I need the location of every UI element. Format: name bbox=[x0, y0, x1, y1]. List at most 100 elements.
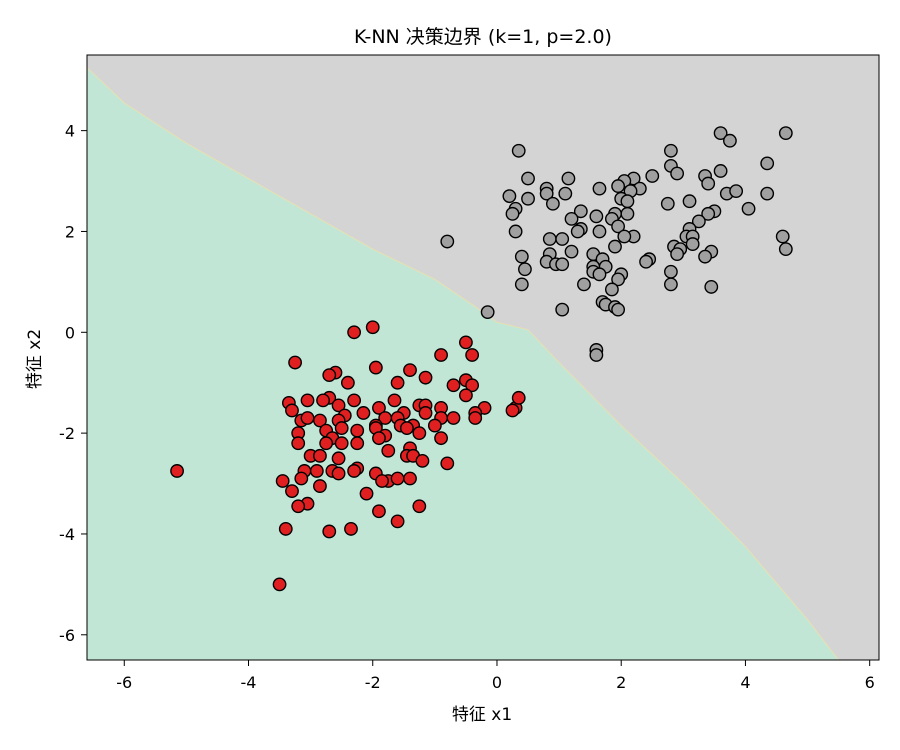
data-point-class-1 bbox=[778, 126, 793, 141]
data-point-class-1 bbox=[664, 277, 678, 292]
data-point-class-1 bbox=[561, 171, 576, 186]
data-point-class-1 bbox=[521, 171, 535, 186]
y-axis-label: 特征 x2 bbox=[25, 329, 45, 389]
data-point-class-1 bbox=[639, 254, 653, 269]
data-point-class-0 bbox=[319, 436, 334, 451]
data-point-class-1 bbox=[570, 224, 585, 239]
data-point-class-0 bbox=[347, 393, 362, 408]
data-point-class-0 bbox=[403, 363, 417, 378]
data-point-class-0 bbox=[170, 464, 184, 478]
data-point-class-0 bbox=[387, 393, 402, 408]
data-point-class-0 bbox=[334, 421, 349, 435]
data-point-class-0 bbox=[291, 499, 306, 514]
data-points bbox=[170, 126, 793, 592]
data-point-class-1 bbox=[611, 302, 626, 317]
data-point-class-1 bbox=[713, 164, 728, 178]
data-point-class-1 bbox=[645, 169, 660, 183]
data-point-class-0 bbox=[372, 401, 386, 415]
data-point-class-1 bbox=[685, 237, 700, 251]
data-point-class-0 bbox=[434, 348, 448, 362]
data-point-class-0 bbox=[418, 406, 433, 420]
data-point-class-1 bbox=[611, 179, 626, 193]
data-point-class-1 bbox=[564, 244, 579, 259]
data-point-class-0 bbox=[300, 411, 315, 425]
x-tick-label: 0 bbox=[492, 673, 502, 692]
data-point-class-0 bbox=[285, 484, 299, 499]
y-tick-label: -6 bbox=[59, 626, 75, 645]
data-point-class-0 bbox=[331, 466, 346, 481]
data-point-class-0 bbox=[412, 426, 427, 441]
data-point-class-0 bbox=[372, 504, 386, 519]
data-point-class-1 bbox=[558, 186, 573, 201]
data-point-class-0 bbox=[334, 436, 349, 451]
data-point-class-1 bbox=[611, 219, 626, 234]
data-point-class-0 bbox=[375, 474, 389, 488]
data-point-class-1 bbox=[592, 224, 607, 239]
data-point-class-1 bbox=[480, 305, 495, 320]
data-point-class-0 bbox=[309, 464, 324, 478]
data-point-class-1 bbox=[778, 242, 793, 257]
data-point-class-0 bbox=[288, 355, 302, 370]
data-point-class-1 bbox=[555, 257, 570, 272]
data-point-class-1 bbox=[514, 277, 529, 292]
data-point-class-0 bbox=[368, 360, 383, 375]
data-point-class-0 bbox=[344, 522, 358, 536]
data-point-class-1 bbox=[729, 184, 744, 199]
data-point-class-0 bbox=[446, 378, 461, 393]
data-point-class-0 bbox=[272, 577, 287, 592]
data-point-class-0 bbox=[350, 423, 365, 438]
data-point-class-0 bbox=[468, 411, 483, 425]
data-point-class-1 bbox=[521, 191, 535, 206]
data-point-class-0 bbox=[275, 474, 290, 488]
data-point-class-0 bbox=[322, 524, 337, 539]
data-point-class-1 bbox=[704, 280, 719, 294]
data-point-class-0 bbox=[427, 418, 442, 433]
data-point-class-1 bbox=[573, 204, 588, 219]
data-point-class-1 bbox=[617, 229, 632, 244]
data-point-class-0 bbox=[465, 378, 480, 393]
data-point-class-1 bbox=[604, 282, 619, 297]
plot-area bbox=[87, 55, 879, 660]
data-point-class-1 bbox=[760, 156, 775, 171]
data-point-class-1 bbox=[508, 224, 523, 239]
data-point-class-1 bbox=[741, 201, 756, 216]
data-point-class-1 bbox=[542, 232, 557, 246]
data-point-class-1 bbox=[555, 232, 570, 246]
data-point-class-1 bbox=[608, 239, 622, 254]
x-axis-label: 特征 x1 bbox=[452, 705, 512, 725]
data-point-class-1 bbox=[664, 264, 678, 279]
y-axis: -6 -4 -2 0 2 4 bbox=[59, 122, 87, 645]
data-point-class-0 bbox=[356, 406, 371, 420]
data-point-class-1 bbox=[555, 302, 570, 317]
data-point-class-1 bbox=[589, 348, 604, 362]
data-point-class-1 bbox=[514, 249, 529, 264]
data-point-class-0 bbox=[378, 411, 393, 425]
data-point-class-0 bbox=[390, 375, 405, 390]
data-point-class-0 bbox=[372, 431, 386, 446]
data-point-class-1 bbox=[682, 194, 697, 209]
data-point-class-1 bbox=[545, 196, 560, 211]
data-point-class-0 bbox=[340, 375, 355, 390]
data-point-class-1 bbox=[577, 277, 591, 292]
x-axis: -6 -4 -2 0 2 4 6 bbox=[116, 660, 875, 692]
data-point-class-1 bbox=[723, 133, 737, 148]
plot-frame bbox=[86, 54, 880, 661]
data-point-class-1 bbox=[511, 143, 526, 158]
x-tick-label: -4 bbox=[241, 673, 257, 692]
data-point-class-0 bbox=[412, 499, 427, 514]
data-point-class-0 bbox=[418, 370, 433, 385]
data-point-class-0 bbox=[400, 421, 414, 435]
y-tick-label: -4 bbox=[59, 525, 75, 544]
x-tick-label: 6 bbox=[865, 673, 875, 692]
data-point-class-0 bbox=[313, 448, 327, 463]
y-tick-label: 4 bbox=[65, 122, 75, 141]
data-point-class-1 bbox=[775, 229, 790, 244]
data-point-class-1 bbox=[701, 206, 716, 221]
data-point-class-0 bbox=[350, 436, 365, 451]
data-point-class-1 bbox=[670, 166, 685, 181]
data-point-class-1 bbox=[698, 249, 712, 264]
data-point-class-0 bbox=[390, 514, 405, 529]
data-point-class-0 bbox=[390, 471, 405, 486]
data-point-class-0 bbox=[322, 368, 337, 383]
